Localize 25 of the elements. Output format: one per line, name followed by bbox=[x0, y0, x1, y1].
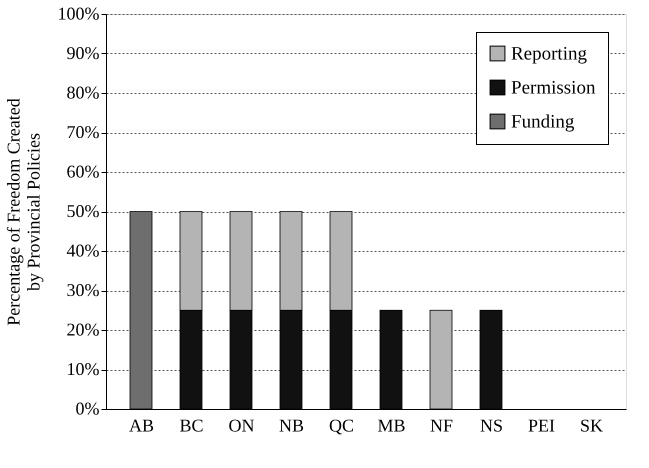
y-tick-label: 40% bbox=[66, 240, 100, 260]
y-tick-label: 80% bbox=[66, 82, 100, 102]
x-tick-label: MB bbox=[377, 416, 406, 436]
x-tick-label: AB bbox=[128, 416, 154, 436]
legend-label: Reporting bbox=[511, 44, 588, 64]
y-tick-label: 60% bbox=[66, 162, 100, 182]
x-tick-label: NF bbox=[430, 416, 454, 436]
y-tick-label: 0% bbox=[76, 398, 100, 418]
legend-label: Permission bbox=[511, 78, 596, 98]
x-tick-label: QC bbox=[328, 416, 354, 436]
x-tick-label: SK bbox=[580, 416, 604, 436]
y-axis-title: Percentage of Freedom Created by Provincial Policies bbox=[4, 98, 44, 326]
y-tick-label: 50% bbox=[66, 201, 100, 221]
y-tick-label: 100% bbox=[58, 4, 100, 24]
y-tick-label: 70% bbox=[66, 122, 100, 142]
x-tick-label: ON bbox=[228, 416, 254, 436]
x-tick-label: NS bbox=[480, 416, 504, 436]
x-tick-label: BC bbox=[179, 416, 204, 436]
x-tick-label: PEI bbox=[528, 416, 556, 436]
y-tick-label: 90% bbox=[66, 43, 100, 63]
legend-label: Funding bbox=[511, 112, 575, 132]
y-tick-label: 30% bbox=[66, 280, 100, 300]
y-tick-label: 10% bbox=[66, 359, 100, 379]
x-tick-label: NB bbox=[278, 416, 304, 436]
y-tick-label: 20% bbox=[66, 320, 100, 340]
